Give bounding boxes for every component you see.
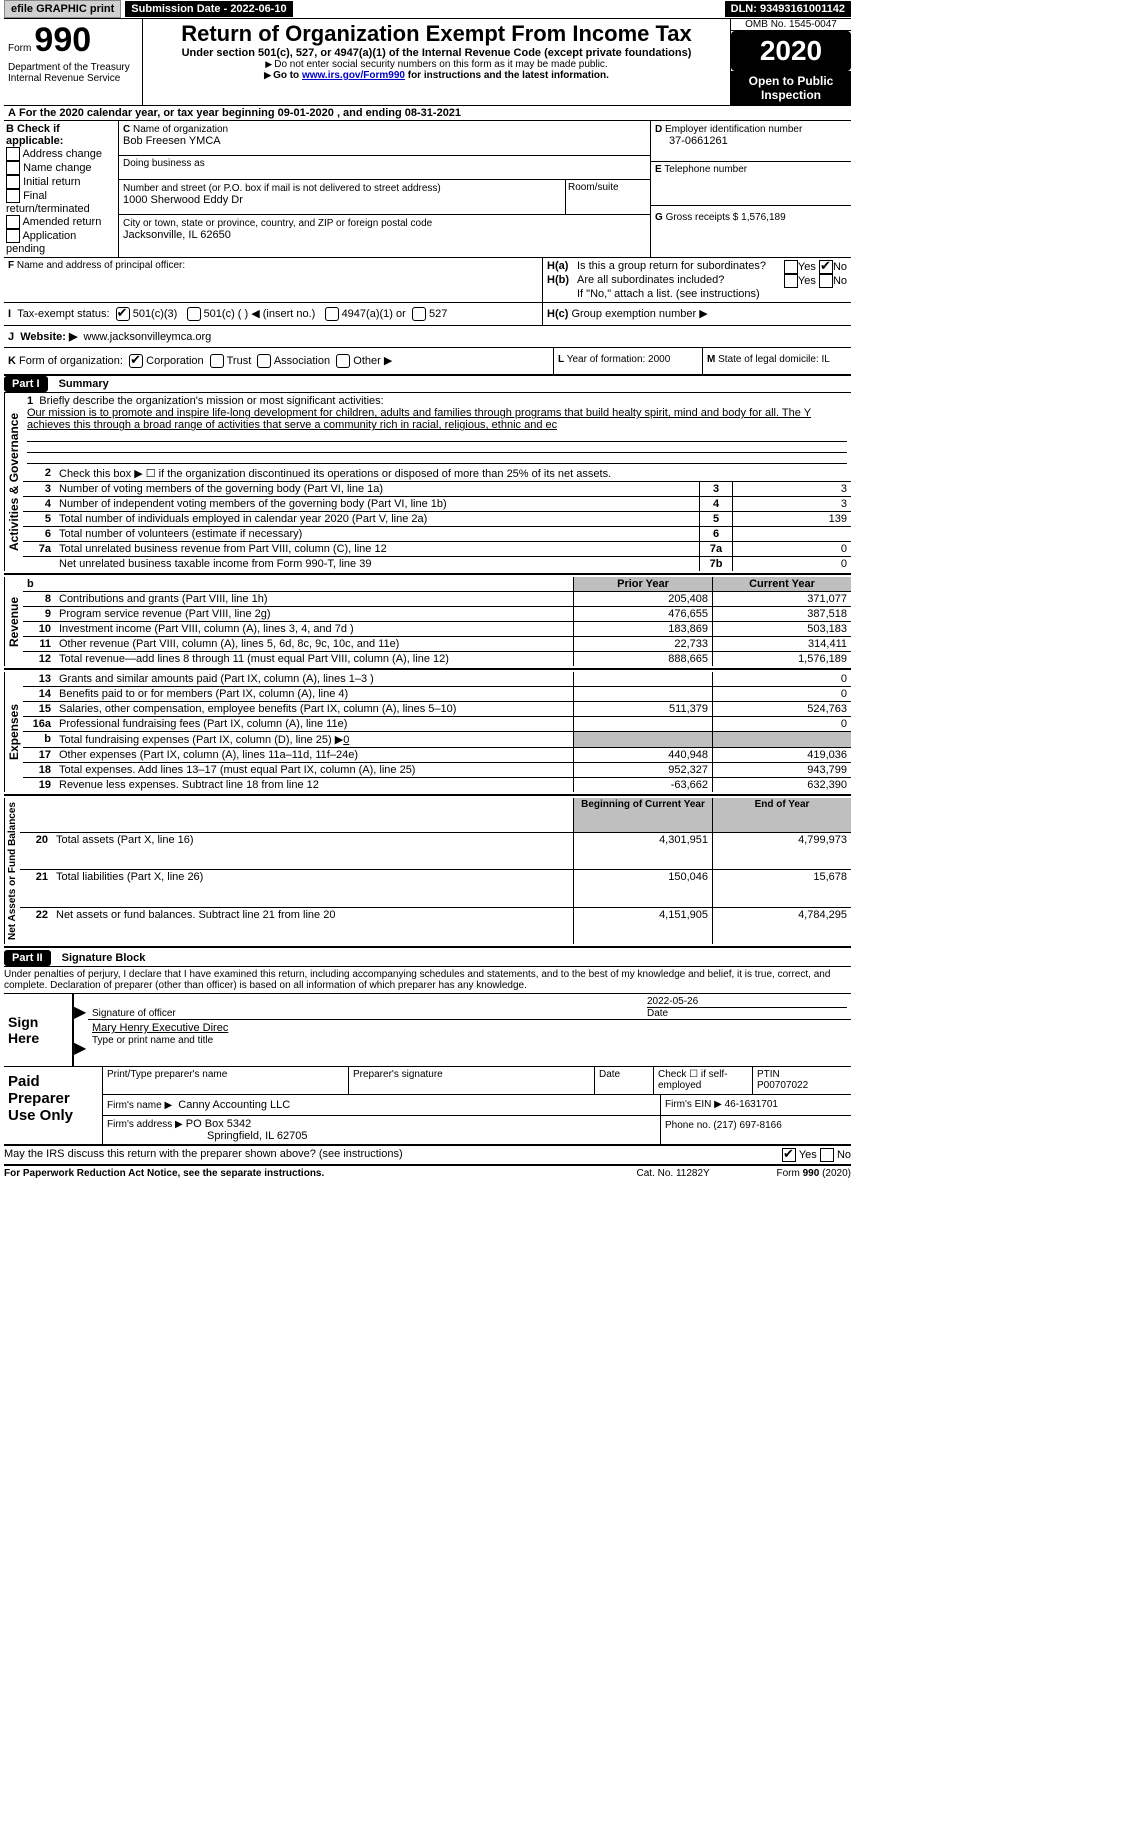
paid-preparer-label: Paid Preparer Use Only xyxy=(4,1067,102,1144)
line-3: Number of voting members of the governin… xyxy=(55,482,700,497)
omb-number: OMB No. 1545-0047 xyxy=(731,19,851,31)
line-18: Total expenses. Add lines 13–17 (must eq… xyxy=(55,763,574,778)
block-m: M State of legal domicile: IL xyxy=(702,348,851,374)
prep-date-hdr: Date xyxy=(595,1067,654,1094)
line-4: Number of independent voting members of … xyxy=(55,497,700,512)
line-16a: Professional fundraising fees (Part IX, … xyxy=(55,717,574,732)
form-footer: Form 990 (2020) xyxy=(777,1168,851,1179)
line-15: Salaries, other compensation, employee b… xyxy=(55,702,574,717)
block-hc: H(c) Group exemption number ▶ xyxy=(542,303,851,325)
city-state-zip: Jacksonville, IL 62650 xyxy=(123,229,231,241)
form-label: Form xyxy=(8,43,31,54)
block-b: B Check if applicable: Address change Na… xyxy=(4,121,119,257)
efile-button[interactable]: efile GRAPHIC print xyxy=(4,0,121,18)
firm-ein: Firm's EIN ▶ 46-1631701 xyxy=(660,1095,851,1115)
firm-address: Firm's address ▶ PO Box 5342 Springfield… xyxy=(103,1116,660,1144)
line-6: Total number of volunteers (estimate if … xyxy=(55,527,700,542)
line-2: Check this box ▶ ☐ if the organization d… xyxy=(55,466,851,482)
footer: For Paperwork Reduction Act Notice, see … xyxy=(4,1166,851,1189)
sig-name: Mary Henry Executive DirecType or print … xyxy=(88,1020,851,1048)
vlabel-expenses: Expenses xyxy=(4,672,23,792)
street-address: 1000 Sherwood Eddy Dr xyxy=(123,194,243,206)
line-1: 1 Briefly describe the organization's mi… xyxy=(23,393,851,466)
firm-phone: Phone no. (217) 697-8166 xyxy=(660,1116,851,1144)
dba-label: Doing business as xyxy=(119,156,650,180)
block-f: F Name and address of principal officer: xyxy=(4,258,542,302)
sign-here-label: Sign Here xyxy=(4,994,72,1066)
block-c: C Name of organization Bob Freesen YMCA … xyxy=(119,121,650,257)
block-i: I Tax-exempt status: 501(c)(3) 501(c) ( … xyxy=(4,303,542,325)
phone-label: Telephone number xyxy=(664,164,747,175)
vlabel-revenue: Revenue xyxy=(4,577,23,666)
warn-goto: Go to www.irs.gov/Form990 for instructio… xyxy=(145,70,728,81)
sig-date: 2022-05-26Date xyxy=(643,994,851,1019)
top-bar: efile GRAPHIC print Submission Date - 20… xyxy=(4,0,851,18)
open-inspection: Open to Public Inspection xyxy=(731,71,851,105)
firm-name: Firm's name ▶ Canny Accounting LLC xyxy=(103,1095,660,1115)
line-10: Investment income (Part VIII, column (A)… xyxy=(55,622,574,637)
irs-discuss: May the IRS discuss this return with the… xyxy=(4,1146,851,1166)
line-12: Total revenue—add lines 8 through 11 (mu… xyxy=(55,652,574,667)
dept-treasury: Department of the Treasury xyxy=(8,62,138,73)
submission-date: Submission Date - 2022-06-10 xyxy=(125,1,292,17)
block-j: J Website: ▶ www.jacksonvilleymca.org xyxy=(4,325,851,347)
line-5: Total number of individuals employed in … xyxy=(55,512,700,527)
line-7b: Net unrelated business taxable income fr… xyxy=(55,557,700,572)
gross-receipts: 1,576,189 xyxy=(741,212,786,223)
warn-ssn: Do not enter social security numbers on … xyxy=(145,59,728,70)
website: www.jacksonvilleymca.org xyxy=(84,331,212,343)
block-l: L Year of formation: 2000 xyxy=(553,348,702,374)
irs-link[interactable]: www.irs.gov/Form990 xyxy=(302,70,405,81)
line-8: Contributions and grants (Part VIII, lin… xyxy=(55,592,574,607)
current-year-header: Current Year xyxy=(713,577,852,592)
vlabel-governance: Activities & Governance xyxy=(4,393,23,571)
prep-sig-hdr: Preparer's signature xyxy=(349,1067,595,1094)
block-deg: D Employer identification number 37-0661… xyxy=(650,121,851,257)
vlabel-netassets: Net Assets or Fund Balances xyxy=(4,798,20,944)
line-9: Program service revenue (Part VIII, line… xyxy=(55,607,574,622)
block-k: K Form of organization: Corporation Trus… xyxy=(4,348,553,374)
prior-year-header: Prior Year xyxy=(574,577,713,592)
block-h: H(a)Is this a group return for subordina… xyxy=(542,258,851,302)
form-title: Return of Organization Exempt From Incom… xyxy=(145,21,728,47)
perjury-declaration: Under penalties of perjury, I declare th… xyxy=(4,966,851,993)
line-22: Net assets or fund balances. Subtract li… xyxy=(52,908,574,945)
line-13: Grants and similar amounts paid (Part IX… xyxy=(55,672,574,687)
room-suite: Room/suite xyxy=(565,180,650,214)
ein: 37-0661261 xyxy=(655,135,728,147)
form-subtitle: Under section 501(c), 527, or 4947(a)(1)… xyxy=(145,47,728,59)
org-name: Bob Freesen YMCA xyxy=(123,135,221,147)
line-21: Total liabilities (Part X, line 26) xyxy=(52,870,574,908)
end-year-header: End of Year xyxy=(713,798,852,832)
line-16b: Total fundraising expenses (Part IX, col… xyxy=(55,732,574,748)
prep-self-emp: Check ☐ if self-employed xyxy=(654,1067,753,1094)
line-7a: Total unrelated business revenue from Pa… xyxy=(55,542,700,557)
part2-header: Part II Signature Block xyxy=(4,950,851,966)
line-19: Revenue less expenses. Subtract line 18 … xyxy=(55,778,574,793)
sig-officer: Signature of officer xyxy=(88,994,643,1019)
prep-ptin: PTINP00707022 xyxy=(753,1067,851,1094)
line-17: Other expenses (Part IX, column (A), lin… xyxy=(55,748,574,763)
tax-year: 2020 xyxy=(731,31,851,71)
b-title: B Check if applicable: xyxy=(6,123,116,147)
part1-header: Part I Summary xyxy=(4,376,851,392)
line-11: Other revenue (Part VIII, column (A), li… xyxy=(55,637,574,652)
form-number: 990 xyxy=(34,21,91,59)
irs-label: Internal Revenue Service xyxy=(8,73,138,84)
beginning-year-header: Beginning of Current Year xyxy=(574,798,713,832)
prep-name-hdr: Print/Type preparer's name xyxy=(103,1067,349,1094)
line-a-tax-year: A For the 2020 calendar year, or tax yea… xyxy=(4,106,851,120)
line-20: Total assets (Part X, line 16) xyxy=(52,832,574,870)
dln: DLN: 93493161001142 xyxy=(725,1,851,17)
line-14: Benefits paid to or for members (Part IX… xyxy=(55,687,574,702)
